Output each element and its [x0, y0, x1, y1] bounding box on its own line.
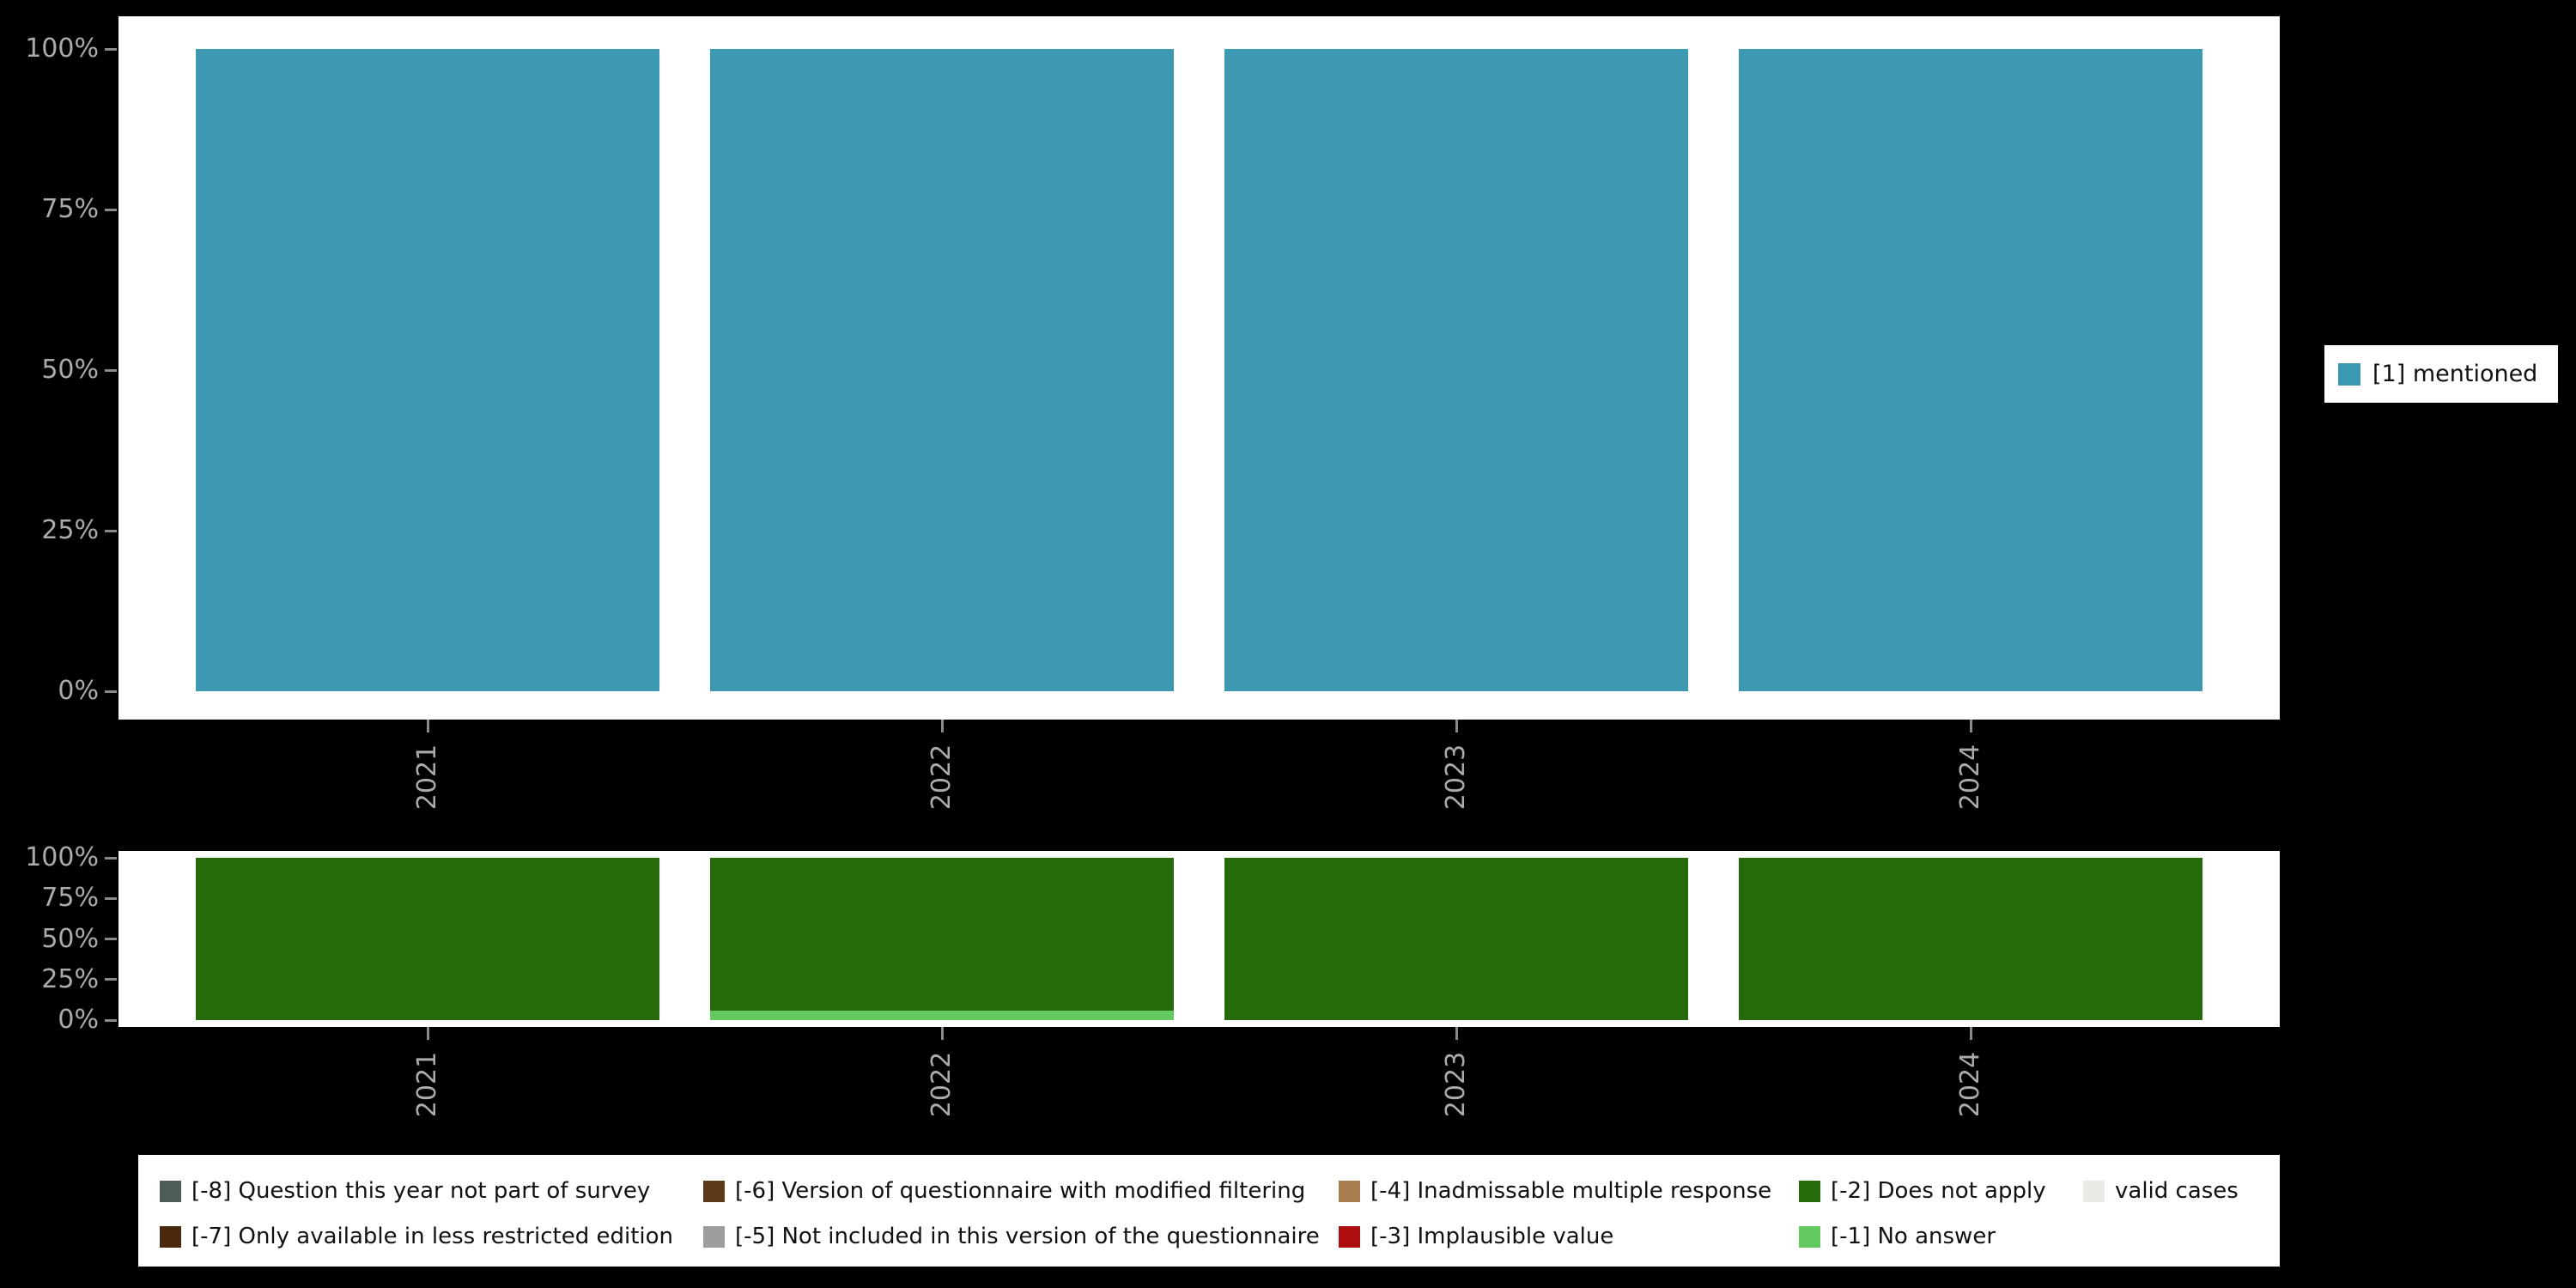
- bar-segment-1-mentioned-2022: [710, 49, 1174, 691]
- legend-item-4-inadmissable-multiple-response: [-4] Inadmissable multiple response: [1339, 1178, 1772, 1204]
- x-axis-label-2021: 2021: [412, 744, 442, 811]
- legend-swatch-valid-cases: [2083, 1180, 2105, 1202]
- legend-item-label: [-5] Not included in this version of the…: [735, 1224, 1320, 1249]
- x-axis-label-2023: 2023: [1441, 744, 1471, 811]
- bar-segment-2-does-not-apply-2024: [1739, 858, 2202, 1020]
- legend-swatch-7-only-available-in-less-restricted-edition: [160, 1225, 181, 1248]
- legend-item-label: [-1] No answer: [1831, 1224, 1996, 1249]
- y-axis-label-100: 100%: [25, 33, 99, 64]
- x-axis-label-2024: 2024: [1955, 744, 1985, 811]
- y-tick-mark: [105, 368, 117, 372]
- chart-legend: [1] mentioned: [2324, 345, 2558, 403]
- x-tick-mark: [1969, 720, 1972, 732]
- y-tick-mark: [105, 529, 117, 532]
- bar-segment-2-does-not-apply-2023: [1224, 858, 1688, 1020]
- legend-item-3-implausible-value: [-3] Implausible value: [1339, 1224, 1613, 1249]
- x-tick-mark: [426, 720, 429, 732]
- x-tick-mark: [426, 1027, 429, 1040]
- legend-item-label: [-2] Does not apply: [1831, 1178, 2046, 1204]
- legend-item-2-does-not-apply: [-2] Does not apply: [1799, 1178, 2046, 1204]
- bar-segment-2-does-not-apply-2022: [710, 858, 1174, 1011]
- x-axis-label-2022: 2022: [927, 1051, 957, 1118]
- legend-swatch-5-not-included-in-this-version-of-the-questionnaire: [703, 1225, 725, 1248]
- top-chart-panel: [118, 16, 2280, 720]
- y-tick-mark: [105, 690, 117, 693]
- x-axis-label-2023: 2023: [1441, 1051, 1471, 1118]
- legend-item-7-only-available-in-less-restricted-edition: [-7] Only available in less restricted e…: [160, 1224, 673, 1249]
- legend-item-valid-cases: valid cases: [2083, 1178, 2239, 1204]
- legend-swatch-2-does-not-apply: [1799, 1180, 1820, 1202]
- legend-swatch-4-inadmissable-multiple-response: [1339, 1180, 1360, 1202]
- x-tick-mark: [1455, 720, 1458, 732]
- y-tick-mark: [105, 856, 117, 860]
- legend-swatch-6-version-of-questionnaire-with-modified-filtering: [703, 1180, 725, 1202]
- bar-segment-1-mentioned-2024: [1739, 49, 2202, 691]
- x-tick-mark: [1455, 1027, 1458, 1040]
- legend-label-mentioned: [1] mentioned: [2372, 361, 2538, 387]
- bar-segment-2-does-not-apply-2021: [196, 858, 659, 1020]
- y-axis-label-25: 25%: [41, 515, 99, 545]
- x-tick-mark: [940, 720, 944, 732]
- bottom-chart-panel: [118, 851, 2280, 1027]
- y-tick-mark: [105, 978, 117, 981]
- legend-item-label: [-3] Implausible value: [1370, 1224, 1614, 1249]
- y-tick-mark: [105, 896, 117, 900]
- legend-item-label: [-8] Question this year not part of surv…: [191, 1178, 651, 1204]
- y-axis-label-0: 0%: [58, 676, 99, 706]
- bar-segment-1-mentioned-2023: [1224, 49, 1688, 691]
- bar-segment-1-no-answer-2022: [710, 1010, 1174, 1020]
- legend-item-label: [-7] Only available in less restricted e…: [191, 1224, 674, 1249]
- x-axis-label-2021: 2021: [412, 1051, 442, 1118]
- x-axis-label-2024: 2024: [1955, 1051, 1985, 1118]
- y-axis-label-0: 0%: [58, 1005, 99, 1035]
- legend-item-label: [-4] Inadmissable multiple response: [1370, 1178, 1772, 1204]
- legend-item-label: [-6] Version of questionnaire with modif…: [735, 1178, 1306, 1204]
- y-tick-mark: [105, 938, 117, 940]
- y-tick-mark: [105, 1018, 117, 1022]
- x-tick-mark: [940, 1027, 944, 1040]
- y-axis-label-50: 50%: [41, 355, 99, 385]
- bar-segment-1-mentioned-2021: [196, 49, 659, 691]
- legend-item-label: valid cases: [2115, 1178, 2239, 1204]
- x-axis-label-2022: 2022: [927, 744, 957, 811]
- y-axis-label-25: 25%: [41, 963, 99, 994]
- y-axis-label-75: 75%: [41, 883, 99, 914]
- legend-item-1-no-answer: [-1] No answer: [1799, 1224, 1996, 1249]
- legend-swatch-1-no-answer: [1799, 1225, 1820, 1248]
- y-tick-mark: [105, 208, 117, 211]
- legend-item-6-version-of-questionnaire-with-modified-filtering: [-6] Version of questionnaire with modif…: [703, 1178, 1306, 1204]
- missing-values-legend: [-8] Question this year not part of surv…: [138, 1155, 2280, 1267]
- legend-swatch-mentioned: [2338, 362, 2360, 386]
- legend-item-8-question-this-year-not-part-of-survey: [-8] Question this year not part of surv…: [160, 1178, 651, 1204]
- y-tick-mark: [105, 47, 117, 51]
- x-tick-mark: [1969, 1027, 1972, 1040]
- y-axis-label-100: 100%: [25, 842, 99, 872]
- legend-item-5-not-included-in-this-version-of-the-questionnaire: [-5] Not included in this version of the…: [703, 1224, 1320, 1249]
- y-axis-label-75: 75%: [41, 194, 99, 224]
- legend-swatch-8-question-this-year-not-part-of-survey: [160, 1180, 181, 1202]
- y-axis-label-50: 50%: [41, 923, 99, 954]
- legend-swatch-3-implausible-value: [1339, 1225, 1360, 1248]
